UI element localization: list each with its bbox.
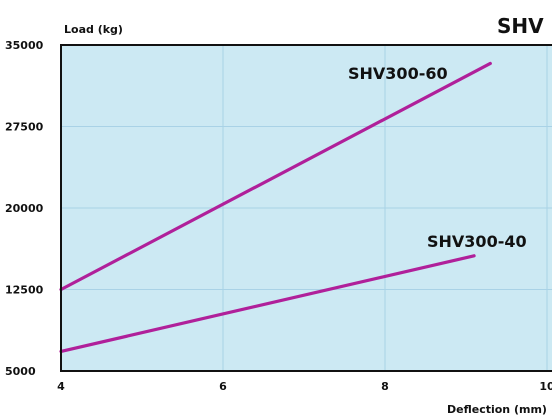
x-tick-label: 10 — [539, 380, 552, 393]
y-tick-label: 12500 — [5, 284, 44, 297]
series-label: SHV300-40 — [427, 232, 527, 251]
plot-frame — [60, 44, 552, 372]
x-tick-label: 8 — [381, 380, 389, 393]
series-label: SHV300-60 — [348, 64, 448, 83]
y-axis-title: Load (kg) — [64, 23, 123, 36]
x-tick-label: 6 — [219, 380, 227, 393]
y-tick-label: 27500 — [5, 121, 44, 134]
x-axis-title: Deflection (mm) — [447, 403, 547, 416]
x-tick-label: 4 — [57, 380, 65, 393]
series-line — [59, 254, 476, 354]
x-tick-labels: 4 6 8 10 — [57, 380, 552, 393]
y-tick-label: 5000 — [5, 365, 36, 378]
y-tick-labels: 35000 27500 20000 12500 5000 — [5, 39, 44, 378]
y-tick-label: 35000 — [5, 39, 44, 52]
series-labels: SHV300-60 SHV300-40 — [348, 64, 527, 251]
chart-title: SHV — [497, 14, 544, 38]
series-line — [59, 61, 492, 292]
y-tick-label: 20000 — [5, 202, 44, 215]
series-group — [59, 61, 492, 354]
